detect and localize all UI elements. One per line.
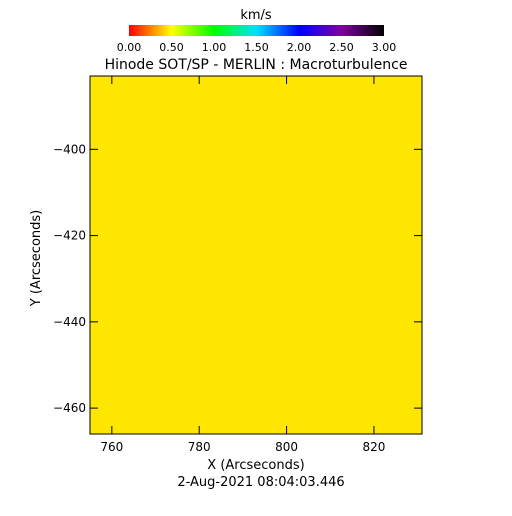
colorbar: km/s 0.00 0.50 1.00 1.50 2.00 2.50 3.00	[117, 8, 397, 54]
y-axis-label: Y (Arcseconds)	[29, 210, 44, 307]
x-axis-label: X (Arcseconds)	[207, 458, 304, 473]
colorbar-tick-label: 2.50	[329, 41, 354, 54]
colorbar-tick-label: 1.00	[202, 41, 227, 54]
colorbar-tick-label: 3.00	[372, 41, 397, 54]
colorbar-tick-labels: 0.00 0.50 1.00 1.50 2.00 2.50 3.00	[117, 41, 397, 54]
colorbar-tick-label: 0.00	[117, 41, 142, 54]
colorbar-tick-label: 1.50	[244, 41, 269, 54]
y-tick-label: −440	[53, 315, 86, 329]
y-tick-label: −460	[53, 401, 86, 415]
y-tick-label: −400	[53, 142, 86, 156]
colorbar-unit-label: km/s	[240, 8, 272, 23]
x-tick-label: 780	[188, 440, 211, 454]
colorbar-tick-label: 2.00	[287, 41, 312, 54]
y-tick-label: −420	[53, 229, 86, 243]
timestamp: 2-Aug-2021 08:04:03.446	[177, 475, 344, 490]
colorbar-gradient	[129, 25, 384, 36]
x-tick-label: 820	[362, 440, 385, 454]
x-axis: 760 780 800 820	[100, 76, 385, 454]
x-tick-label: 760	[100, 440, 123, 454]
y-axis: −460 −440 −420 −400	[53, 142, 422, 415]
heatmap-field	[89, 75, 423, 435]
chart-title: Hinode SOT/SP - MERLIN : Macroturbulence	[105, 57, 408, 73]
colorbar-tick-label: 0.50	[159, 41, 184, 54]
x-tick-label: 800	[275, 440, 298, 454]
